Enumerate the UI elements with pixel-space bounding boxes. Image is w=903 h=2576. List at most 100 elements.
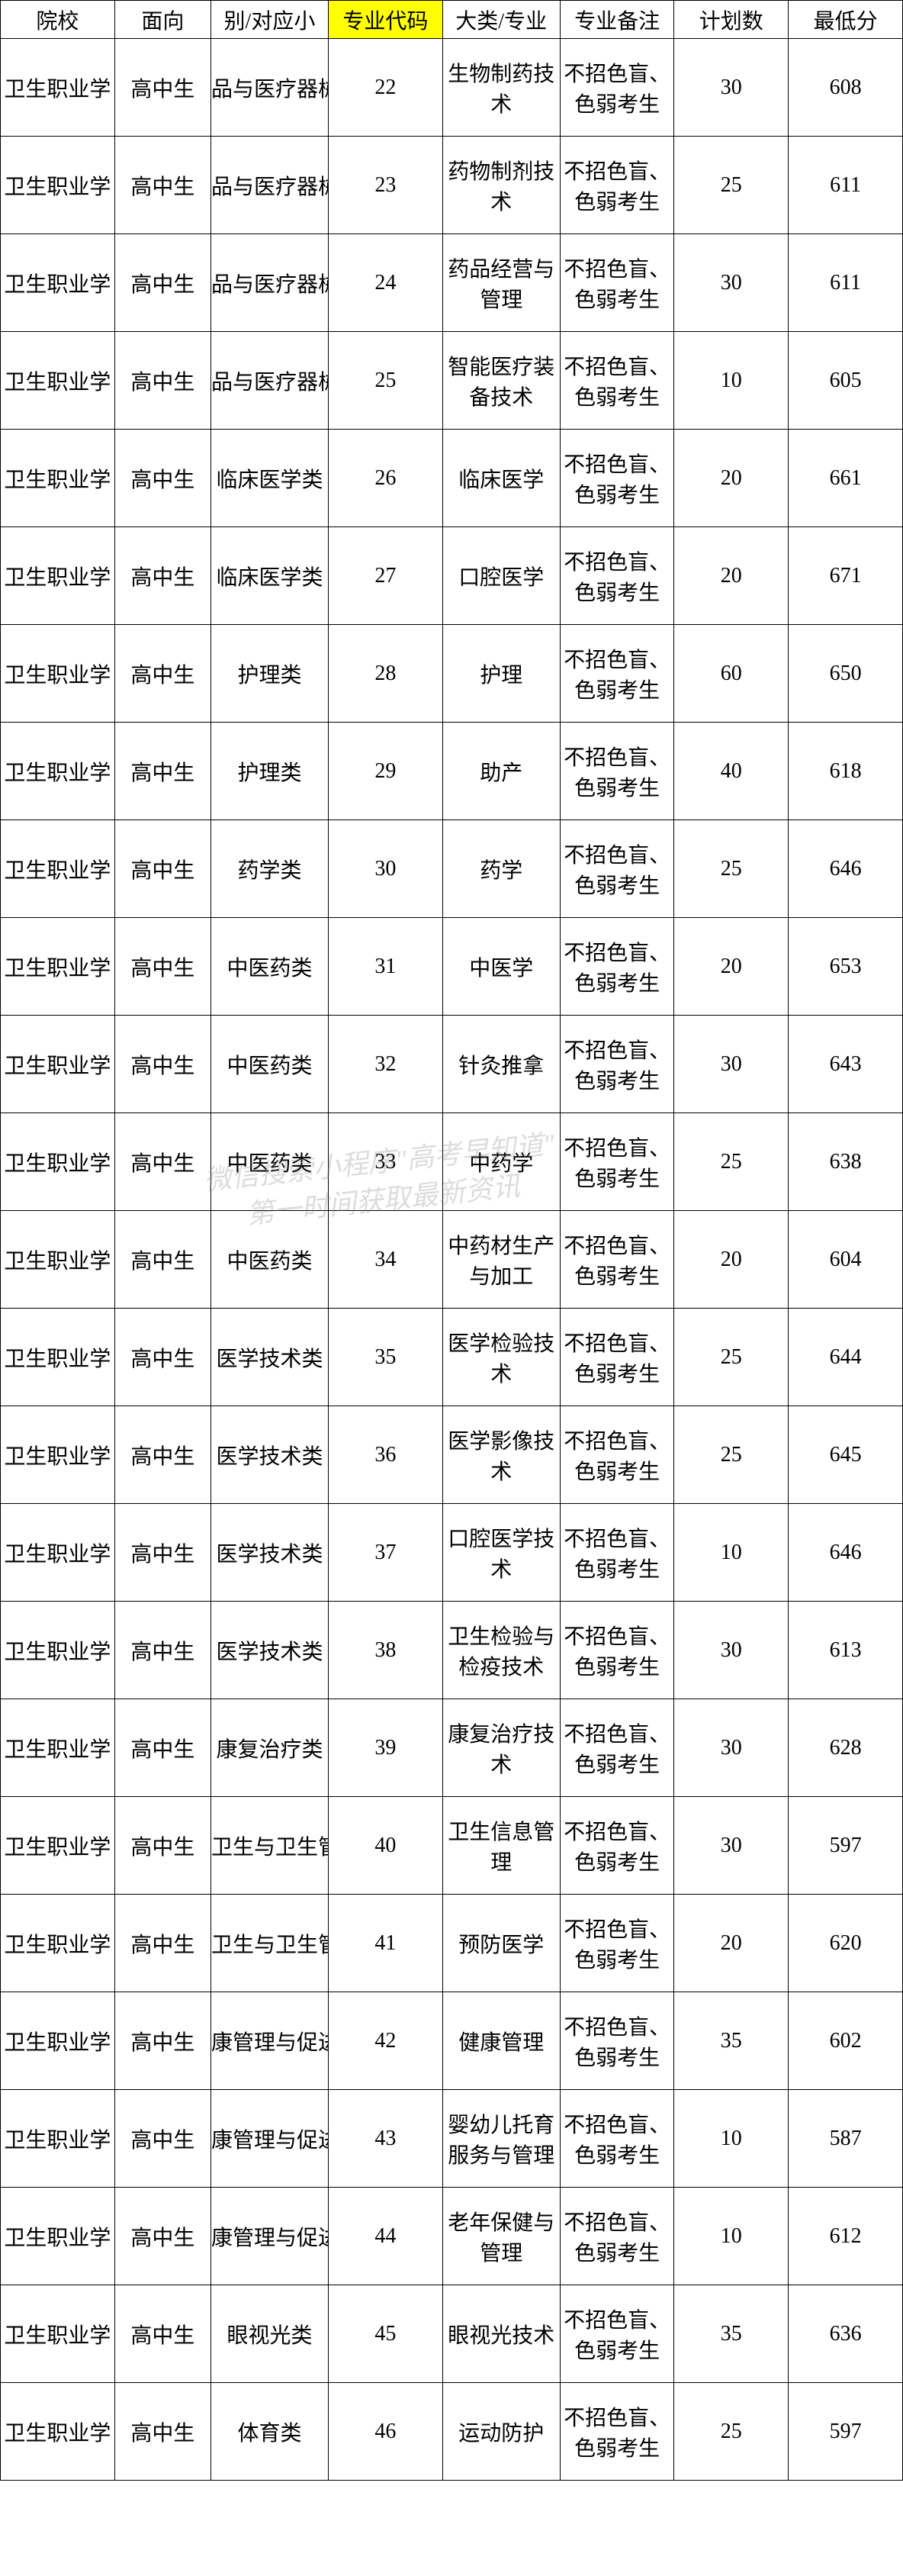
cell-category: 临床医学类 (210, 430, 328, 527)
cell-school: 卫生职业学 (1, 625, 115, 723)
cell-school: 卫生职业学 (1, 1016, 115, 1113)
cell-category: 医学技术类 (210, 1309, 328, 1406)
cell-major: 婴幼儿托育服务与管理 (442, 2090, 560, 2188)
header-min: 最低分 (789, 1, 903, 39)
cell-school: 卫生职业学 (1, 332, 115, 430)
cell-category: 品与医疗器械 (210, 234, 328, 332)
cell-min: 644 (789, 1309, 903, 1406)
cell-school: 卫生职业学 (1, 1797, 115, 1895)
cell-major: 生物制药技术 (442, 39, 560, 137)
cell-note: 不招色盲、色弱考生 (560, 1309, 674, 1406)
cell-note: 不招色盲、色弱考生 (560, 39, 674, 137)
cell-school: 卫生职业学 (1, 1113, 115, 1211)
cell-plan: 30 (674, 234, 789, 332)
cell-code: 34 (328, 1211, 442, 1309)
cell-school: 卫生职业学 (1, 2090, 115, 2188)
cell-target: 高中生 (114, 527, 210, 625)
cell-major: 药物制剂技术 (442, 137, 560, 234)
cell-note: 不招色盲、色弱考生 (560, 2383, 674, 2481)
cell-code: 28 (328, 625, 442, 723)
cell-code: 22 (328, 39, 442, 137)
cell-category: 卫生与卫生管 (210, 1797, 328, 1895)
cell-major: 康复治疗技术 (442, 1699, 560, 1797)
cell-plan: 30 (674, 1797, 789, 1895)
cell-plan: 25 (674, 2383, 789, 2481)
cell-target: 高中生 (114, 1699, 210, 1797)
cell-school: 卫生职业学 (1, 1992, 115, 2090)
header-category: 别/对应小 (210, 1, 328, 39)
cell-code: 42 (328, 1992, 442, 2090)
cell-code: 40 (328, 1797, 442, 1895)
cell-code: 39 (328, 1699, 442, 1797)
cell-note: 不招色盲、色弱考生 (560, 723, 674, 820)
table-row: 卫生职业学高中生中医药类34中药材生产与加工不招色盲、色弱考生20604 (1, 1211, 903, 1309)
cell-code: 32 (328, 1016, 442, 1113)
cell-code: 38 (328, 1602, 442, 1699)
cell-major: 老年保健与管理 (442, 2188, 560, 2285)
cell-min: 611 (789, 137, 903, 234)
cell-note: 不招色盲、色弱考生 (560, 527, 674, 625)
cell-note: 不招色盲、色弱考生 (560, 2090, 674, 2188)
cell-school: 卫生职业学 (1, 1895, 115, 1992)
header-plan: 计划数 (674, 1, 789, 39)
cell-major: 口腔医学 (442, 527, 560, 625)
cell-note: 不招色盲、色弱考生 (560, 332, 674, 430)
cell-school: 卫生职业学 (1, 527, 115, 625)
cell-target: 高中生 (114, 1309, 210, 1406)
cell-category: 医学技术类 (210, 1504, 328, 1602)
cell-major: 中药学 (442, 1113, 560, 1211)
cell-target: 高中生 (114, 1406, 210, 1504)
cell-major: 中药材生产与加工 (442, 1211, 560, 1309)
cell-plan: 30 (674, 1016, 789, 1113)
cell-school: 卫生职业学 (1, 723, 115, 820)
cell-plan: 25 (674, 820, 789, 918)
cell-major: 口腔医学技术 (442, 1504, 560, 1602)
cell-note: 不招色盲、色弱考生 (560, 918, 674, 1016)
cell-plan: 20 (674, 1895, 789, 1992)
cell-note: 不招色盲、色弱考生 (560, 2285, 674, 2383)
table-row: 卫生职业学高中生眼视光类45眼视光技术不招色盲、色弱考生35636 (1, 2285, 903, 2383)
cell-min: 646 (789, 820, 903, 918)
cell-code: 24 (328, 234, 442, 332)
cell-target: 高中生 (114, 2285, 210, 2383)
cell-min: 671 (789, 527, 903, 625)
cell-code: 43 (328, 2090, 442, 2188)
cell-category: 康复治疗类 (210, 1699, 328, 1797)
cell-school: 卫生职业学 (1, 430, 115, 527)
cell-code: 37 (328, 1504, 442, 1602)
table-row: 卫生职业学高中生卫生与卫生管41预防医学不招色盲、色弱考生20620 (1, 1895, 903, 1992)
cell-school: 卫生职业学 (1, 1699, 115, 1797)
cell-target: 高中生 (114, 1211, 210, 1309)
cell-major: 医学影像技术 (442, 1406, 560, 1504)
cell-min: 620 (789, 1895, 903, 1992)
table-row: 卫生职业学高中生临床医学类27口腔医学不招色盲、色弱考生20671 (1, 527, 903, 625)
cell-note: 不招色盲、色弱考生 (560, 1992, 674, 2090)
cell-category: 护理类 (210, 625, 328, 723)
table-row: 卫生职业学高中生医学技术类37口腔医学技术不招色盲、色弱考生10646 (1, 1504, 903, 1602)
cell-min: 636 (789, 2285, 903, 2383)
cell-target: 高中生 (114, 137, 210, 234)
cell-code: 23 (328, 137, 442, 234)
cell-target: 高中生 (114, 918, 210, 1016)
cell-plan: 35 (674, 2285, 789, 2383)
cell-min: 653 (789, 918, 903, 1016)
cell-category: 中医药类 (210, 1113, 328, 1211)
header-code: 专业代码 (328, 1, 442, 39)
cell-min: 604 (789, 1211, 903, 1309)
cell-target: 高中生 (114, 1504, 210, 1602)
table-row: 卫生职业学高中生中医药类31中医学不招色盲、色弱考生20653 (1, 918, 903, 1016)
cell-min: 638 (789, 1113, 903, 1211)
cell-min: 612 (789, 2188, 903, 2285)
table-row: 卫生职业学高中生康管理与促进44老年保健与管理不招色盲、色弱考生10612 (1, 2188, 903, 2285)
cell-category: 中医药类 (210, 1016, 328, 1113)
cell-school: 卫生职业学 (1, 918, 115, 1016)
cell-note: 不招色盲、色弱考生 (560, 430, 674, 527)
cell-school: 卫生职业学 (1, 2383, 115, 2481)
admissions-table: 院校 面向 别/对应小 专业代码 大类/专业 专业备注 计划数 最低分 卫生职业… (0, 0, 903, 2481)
cell-school: 卫生职业学 (1, 1504, 115, 1602)
cell-target: 高中生 (114, 39, 210, 137)
cell-plan: 10 (674, 332, 789, 430)
cell-plan: 20 (674, 1211, 789, 1309)
cell-major: 运动防护 (442, 2383, 560, 2481)
cell-target: 高中生 (114, 820, 210, 918)
